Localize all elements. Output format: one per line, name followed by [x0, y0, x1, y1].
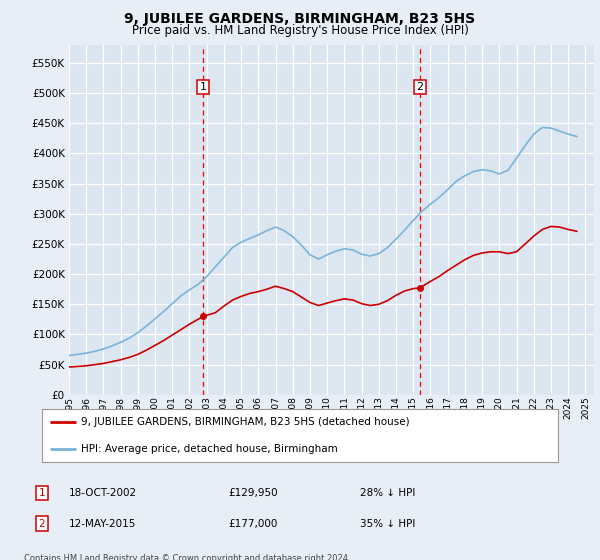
Text: 12-MAY-2015: 12-MAY-2015 [69, 519, 136, 529]
Text: £177,000: £177,000 [228, 519, 277, 529]
Text: Price paid vs. HM Land Registry's House Price Index (HPI): Price paid vs. HM Land Registry's House … [131, 24, 469, 36]
Text: £129,950: £129,950 [228, 488, 278, 498]
Text: 18-OCT-2002: 18-OCT-2002 [69, 488, 137, 498]
Text: 9, JUBILEE GARDENS, BIRMINGHAM, B23 5HS: 9, JUBILEE GARDENS, BIRMINGHAM, B23 5HS [124, 12, 476, 26]
Text: 35% ↓ HPI: 35% ↓ HPI [360, 519, 415, 529]
Text: HPI: Average price, detached house, Birmingham: HPI: Average price, detached house, Birm… [80, 444, 337, 454]
Text: 1: 1 [38, 488, 46, 498]
Text: Contains HM Land Registry data © Crown copyright and database right 2024.
This d: Contains HM Land Registry data © Crown c… [24, 554, 350, 560]
Text: 9, JUBILEE GARDENS, BIRMINGHAM, B23 5HS (detached house): 9, JUBILEE GARDENS, BIRMINGHAM, B23 5HS … [80, 417, 409, 427]
Text: 1: 1 [200, 82, 206, 92]
Text: 2: 2 [416, 82, 423, 92]
Text: 28% ↓ HPI: 28% ↓ HPI [360, 488, 415, 498]
Text: 2: 2 [38, 519, 46, 529]
